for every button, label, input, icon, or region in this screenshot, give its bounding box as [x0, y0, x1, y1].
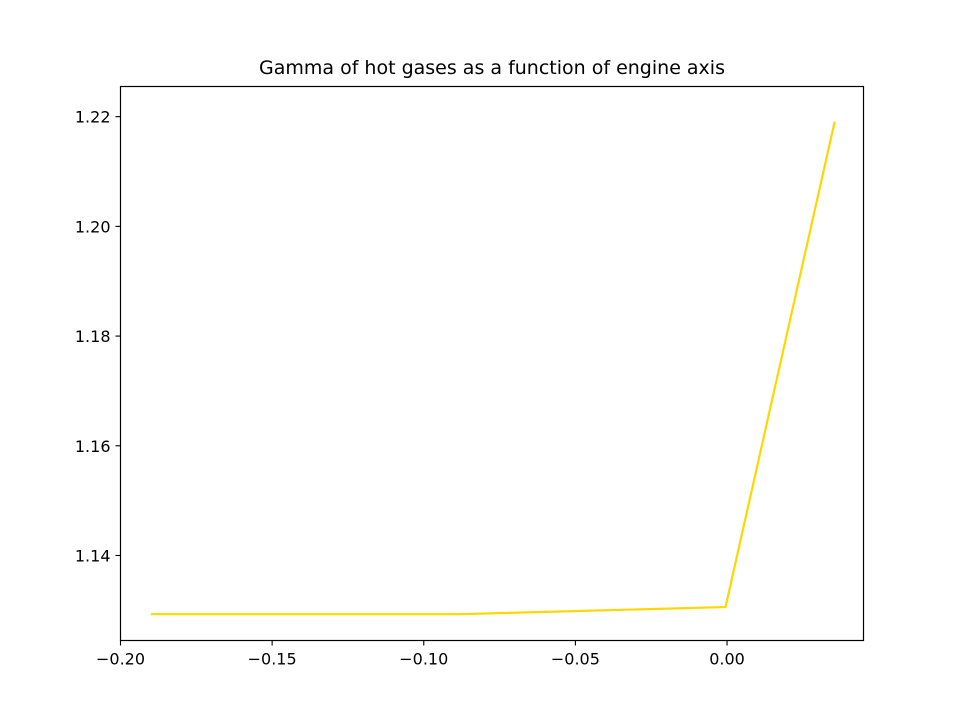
y-tick-label: 1.16 [75, 437, 111, 456]
y-tick-label: 1.18 [75, 327, 111, 346]
axes-frame [119, 85, 865, 642]
plot-area [150, 121, 836, 616]
y-tick-label: 1.14 [75, 546, 111, 565]
x-tick-label: −0.15 [248, 650, 297, 669]
x-axis: −0.20 −0.15 −0.10 −0.05 0.00 [96, 640, 745, 669]
x-tick-label: −0.10 [399, 650, 448, 669]
x-tick-label: −0.20 [96, 650, 145, 669]
y-axis: 1.14 1.16 1.18 1.20 1.22 [75, 108, 121, 565]
series-line-1 [150, 121, 836, 616]
y-tick-label: 1.22 [75, 108, 111, 127]
x-tick-label: −0.05 [551, 650, 600, 669]
x-tick-label: 0.00 [709, 650, 745, 669]
y-tick-label: 1.20 [75, 217, 111, 236]
chart-title: Gamma of hot gases as a function of engi… [259, 57, 725, 79]
